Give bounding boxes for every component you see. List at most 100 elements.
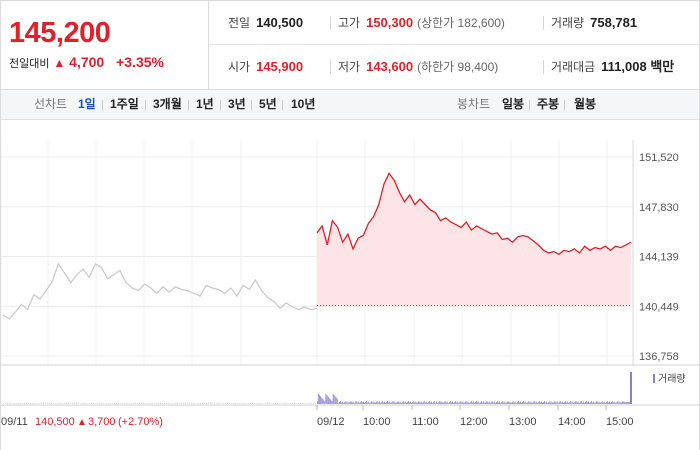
volume-bar [361, 401, 362, 404]
tab-1d[interactable]: 1일 [78, 97, 96, 111]
volume-bar [578, 403, 580, 404]
volume-bar [97, 403, 99, 404]
prev-day-change-pct: (+2.70%) [118, 416, 163, 428]
today-line [316, 172, 632, 256]
volume-bar [457, 401, 459, 404]
volume-bar [469, 402, 471, 404]
volume-bar [586, 401, 587, 404]
volume-bar [574, 402, 576, 404]
volume-bar [137, 403, 138, 404]
volume-bar [326, 395, 328, 404]
volume-bar [426, 403, 428, 404]
tab-1y[interactable]: 1년 [196, 97, 214, 111]
volume-bar [26, 402, 27, 404]
tab-3m[interactable]: 3개월 [153, 97, 182, 111]
tab-weekly[interactable]: 주봉 [537, 97, 560, 111]
tab-10y[interactable]: 10년 [291, 97, 316, 111]
volume-bar [268, 402, 270, 404]
line-chart-label: 선차트 [34, 97, 68, 111]
y-tick-label: 136,758 [639, 351, 679, 363]
volume-bar [312, 403, 314, 404]
volume-bar [351, 402, 353, 404]
volume-bar [308, 402, 310, 404]
volume-bar [371, 401, 373, 404]
volume-bar [237, 403, 239, 404]
volume-bar [423, 401, 425, 404]
volume-bar [622, 401, 624, 404]
volume-bar [432, 403, 433, 404]
volume-bar [463, 403, 465, 404]
volume-bar [581, 402, 583, 404]
tab-3y[interactable]: 3년 [228, 97, 246, 111]
prev-day-change: 3,700 [88, 416, 116, 428]
volume-bar [413, 401, 415, 404]
candle-chart-label: 봉차트 [457, 97, 491, 111]
volume-bar [617, 401, 619, 404]
volume-bar [501, 402, 503, 404]
volume-bar [15, 402, 17, 404]
volume-bar [86, 403, 88, 404]
volume-bar [486, 401, 488, 404]
chart-tabbar: 선차트 1일 1주일 3개월 1년 3년 5년 10년 봉차트 일봉 주봉 월봉 [0, 90, 700, 120]
volume-bar [7, 402, 9, 404]
volume-bar [363, 401, 364, 404]
volume-bar [38, 403, 40, 404]
volume-bar [568, 403, 570, 404]
volume-bar [49, 402, 50, 404]
volume-bar [164, 403, 166, 404]
volume-bar [201, 402, 203, 404]
volume-bar [566, 402, 567, 404]
volume-bar [218, 402, 220, 404]
volume-bar [528, 401, 530, 404]
volume-bar [328, 397, 330, 404]
volume-bar [414, 402, 416, 404]
volume-bar [612, 401, 614, 404]
volume-bar [82, 402, 84, 404]
volume-bar [565, 401, 566, 404]
volume-bar [598, 401, 600, 404]
volume-bar [168, 402, 170, 404]
volume-bar [600, 402, 602, 404]
tab-5y[interactable]: 5년 [259, 97, 277, 111]
volume-bar [400, 403, 402, 404]
volume-bar [535, 401, 537, 404]
volume-bar [28, 403, 29, 404]
tab-daily[interactable]: 일봉 [502, 97, 525, 111]
volume-bar [321, 397, 323, 404]
volume-bar [408, 401, 409, 404]
volume-bar [626, 402, 628, 404]
volume-bar [185, 402, 186, 404]
volume-bar [420, 401, 422, 404]
volume-bar [122, 403, 124, 404]
volume-bar [587, 402, 588, 404]
volume-bar [589, 403, 590, 404]
x-tick-label: 14:00 [558, 416, 586, 428]
volume-bar [532, 402, 534, 404]
volume-bar [476, 401, 477, 404]
volume-bar [174, 402, 176, 404]
volume-bar [542, 403, 543, 404]
volume-bar [611, 402, 612, 404]
change-row: 전일대비 ▲ 4,700 +3.35% [9, 54, 164, 71]
volume-bar [13, 403, 15, 404]
volume-bar [427, 402, 429, 404]
volume-bar [340, 401, 341, 404]
volume-bar [406, 403, 407, 404]
tab-1w[interactable]: 1주일 [110, 97, 139, 111]
volume-bar [513, 402, 515, 404]
y-tick-label: 140,449 [639, 301, 679, 313]
volume-bar [47, 403, 48, 404]
volume-bar [512, 401, 514, 404]
volume-bar [289, 403, 291, 404]
volume-bar [402, 401, 404, 404]
volume-bar [229, 403, 230, 404]
volume-bar [488, 401, 490, 404]
volume-bar [551, 401, 553, 404]
volume-bar [434, 401, 436, 404]
tab-monthly[interactable]: 월봉 [574, 97, 597, 111]
volume-bar [17, 402, 19, 404]
volume-bar [556, 401, 558, 404]
volume-bar [294, 402, 295, 404]
volume-bar [483, 401, 485, 404]
